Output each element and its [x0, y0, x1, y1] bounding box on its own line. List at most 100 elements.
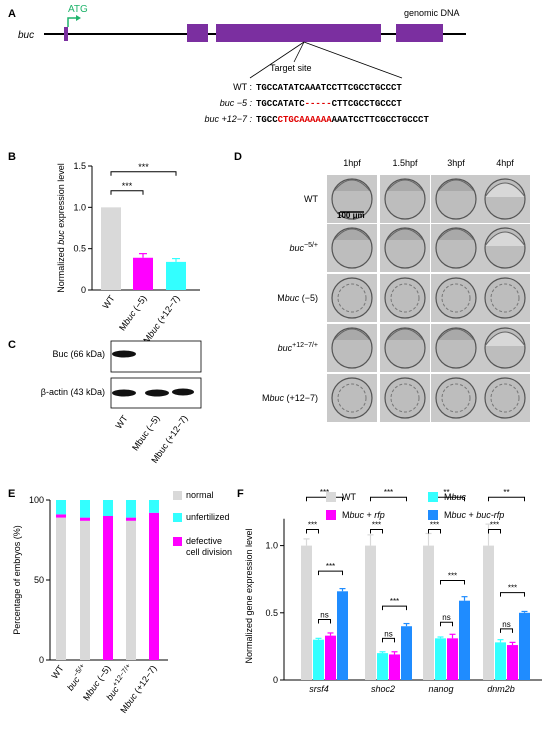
abnormal-cells	[490, 283, 520, 313]
sig-label: **	[443, 488, 449, 497]
legend-swatch	[326, 510, 336, 520]
bar-segment	[126, 520, 136, 660]
abnormal-cells	[337, 383, 367, 413]
x-tick-label: WT	[100, 293, 117, 311]
panel-e-label: E	[8, 488, 15, 500]
blastoderm	[386, 228, 424, 241]
sig-label: **	[503, 488, 509, 497]
time-label: 1hpf	[343, 158, 361, 168]
sig-label: ***	[122, 181, 133, 191]
genotype-label: buc+12−7/+	[278, 342, 318, 353]
sig-label: ***	[430, 520, 439, 529]
bar-segment	[149, 500, 159, 513]
sig-bracket	[382, 605, 407, 611]
sig-bracket	[318, 570, 343, 576]
blastoderm	[386, 179, 424, 192]
time-label: 3hpf	[447, 158, 465, 168]
x-tick-label: Mbuc (−5)	[117, 293, 149, 332]
embryo-grid: 1hpf 1.5hpf 3hpf 4hpf WT buc−5/+ Mbuc (−5) buc+…	[262, 158, 530, 422]
sig-label: ns	[502, 620, 510, 629]
legend-swatch	[428, 492, 438, 502]
x-tick-label: nanog	[428, 684, 453, 694]
sig-bracket	[370, 528, 383, 534]
sig-bracket	[500, 592, 525, 597]
panel-d-label: D	[234, 151, 242, 163]
sig-bracket	[110, 190, 144, 195]
legend-label-line2: cell division	[186, 547, 232, 557]
sig-label: ***	[320, 488, 329, 497]
atg-arrow-icon	[67, 17, 76, 27]
y-tick-label: 1.5	[73, 161, 86, 171]
abnormal-cells	[441, 383, 471, 413]
x-tick-label: Mbuc (+12−7)	[141, 293, 181, 345]
seq-label-wt: WT :	[233, 82, 252, 92]
blastoderm	[333, 228, 371, 241]
y-tick-label: 0	[39, 655, 44, 665]
blastoderm	[437, 179, 475, 192]
bar-segment	[80, 517, 90, 521]
sig-bracket	[318, 619, 331, 624]
y-tick-label: 100	[29, 495, 44, 505]
bar-mbuc	[495, 642, 506, 680]
abnormal-cells	[390, 283, 420, 313]
band-actin-m127	[172, 388, 194, 396]
bar-segment	[103, 516, 113, 660]
sig-label: ***	[448, 572, 457, 581]
sig-label: ***	[508, 584, 517, 593]
bar-segment	[56, 517, 66, 660]
bar-mbucrfp	[447, 638, 458, 680]
y-axis-label: Normalized buc expression level	[56, 163, 66, 293]
y-tick-label: 1.0	[73, 202, 86, 212]
genotype-label: WT	[304, 194, 318, 204]
blastoderm	[484, 182, 526, 198]
target-pointer-right	[303, 41, 403, 79]
chart-b: 0 0.5 1.0 1.5 Normalized buc expression leve…	[56, 161, 200, 345]
sig-bracket	[500, 628, 513, 633]
bar-mbuc	[377, 653, 388, 680]
bar-wt	[301, 545, 312, 680]
bar-wt	[423, 545, 434, 680]
band-actin-m5	[145, 389, 169, 397]
y-tick-label: 1.0	[265, 541, 278, 551]
bar-1	[133, 257, 153, 290]
chart-e: 0 50 100 Percentage of embryos (%) WTbuc−5/+…	[12, 490, 232, 715]
abnormal-cells	[490, 383, 520, 413]
scale-bar-label: 100 μm	[337, 211, 365, 220]
target-pointer	[293, 41, 305, 63]
legend-label: unfertilized	[186, 512, 230, 522]
x-tick-label: buc−5/+	[64, 663, 89, 693]
seq-m127: TGCCCTGCAAAAAAAAATCCTTCGCCTGCCCT	[256, 115, 429, 125]
exon-2	[187, 24, 208, 42]
bar-mbucrfp	[507, 645, 518, 680]
abnormal-cells	[390, 383, 420, 413]
sig-bracket	[306, 528, 319, 534]
legend-swatch	[428, 510, 438, 520]
x-tick-label: WT	[49, 663, 66, 681]
panel-f-label: F	[237, 488, 244, 500]
bar-mbucrfp	[325, 635, 336, 680]
y-axis-label: Percentage of embryos (%)	[12, 525, 22, 635]
sig-bracket	[110, 171, 177, 176]
bar-mbuc	[313, 639, 324, 680]
sig-bracket	[382, 637, 395, 643]
legend-label: WT	[342, 492, 356, 502]
genotype-label: Mbuc (+12−7)	[262, 393, 318, 403]
panel-c-label: C	[8, 339, 16, 351]
genotype-label: buc−5/+	[289, 242, 318, 253]
bar-segment	[56, 500, 66, 515]
sig-label: ns	[442, 613, 450, 622]
bar-mbucrfp	[389, 654, 400, 680]
x-tick-label: dnm2b	[487, 684, 515, 694]
bar-wt	[365, 545, 376, 680]
bar-mbuc	[435, 638, 446, 680]
sig-label: ns	[320, 611, 328, 620]
sig-label: ***	[326, 562, 335, 571]
exon-3	[216, 24, 381, 42]
band-buc-wt	[112, 350, 136, 358]
legend-swatch	[173, 537, 182, 546]
target-pointer-left	[249, 41, 305, 79]
sig-label: ***	[384, 488, 393, 497]
sig-bracket	[488, 496, 525, 502]
blastoderm	[386, 328, 424, 341]
abnormal-cells	[337, 283, 367, 313]
